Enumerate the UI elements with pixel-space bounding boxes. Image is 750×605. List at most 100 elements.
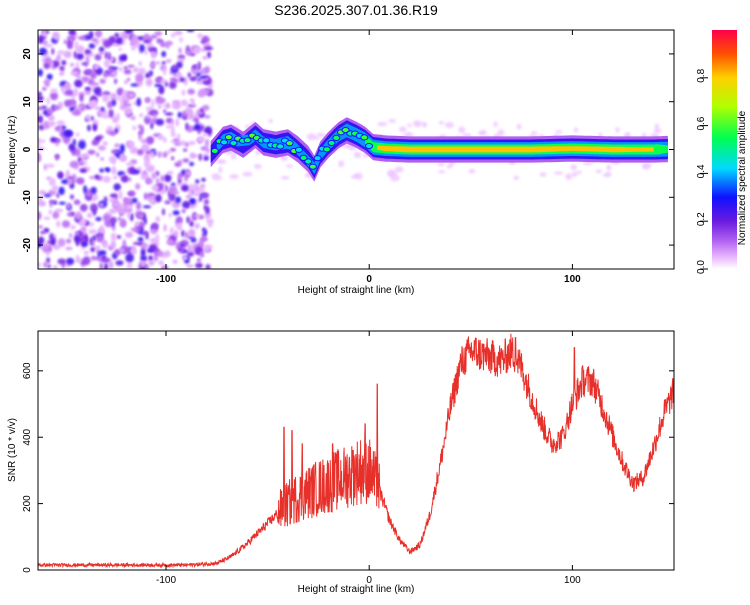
- noise-speckle: [148, 244, 158, 251]
- noise-speckle: [126, 77, 131, 82]
- noise-speckle: [204, 126, 213, 135]
- noise-speckle: [141, 143, 150, 152]
- noise-speckle: [147, 111, 155, 116]
- noise-speckle: [132, 125, 137, 131]
- noise-speckle: [120, 218, 125, 225]
- noise-speckle: [111, 99, 117, 107]
- noise-speckle: [155, 118, 165, 126]
- noise-speckle: [150, 200, 155, 205]
- halo-speckle: [313, 136, 320, 140]
- noise-speckle: [121, 90, 130, 100]
- noise-speckle: [42, 86, 47, 91]
- noise-speckle: [90, 116, 94, 121]
- noise-speckle: [182, 200, 191, 209]
- noise-speckle: [200, 185, 205, 193]
- noise-speckle: [94, 30, 103, 38]
- noise-speckle: [90, 246, 96, 253]
- noise-speckle: [75, 177, 85, 185]
- noise-speckle: [196, 257, 202, 263]
- noise-speckle: [43, 193, 52, 198]
- noise-speckle: [44, 56, 52, 64]
- noise-speckle: [75, 211, 82, 220]
- noise-speckle: [185, 49, 193, 56]
- noise-speckle: [50, 88, 58, 94]
- noise-speckle: [188, 187, 192, 196]
- noise-speckle: [140, 173, 149, 181]
- ridge-blob: [308, 163, 317, 170]
- noise-speckle: [56, 192, 60, 199]
- noise-speckle: [177, 159, 183, 165]
- noise-speckle: [202, 55, 208, 60]
- noise-speckle: [116, 37, 123, 42]
- noise-speckle: [190, 237, 197, 243]
- noise-speckle: [192, 185, 199, 192]
- noise-speckle: [155, 233, 160, 242]
- snr-x-ticks: -100 0 100: [156, 331, 581, 586]
- noise-speckle: [87, 212, 93, 219]
- noise-speckle: [203, 204, 208, 211]
- noise-speckle: [114, 32, 119, 38]
- ridge-blob: [229, 140, 238, 147]
- ridge-blob: [322, 146, 331, 153]
- noise-speckle: [187, 244, 191, 253]
- noise-speckle: [56, 50, 66, 55]
- noise-speckle: [150, 49, 157, 59]
- noise-speckle: [202, 104, 210, 111]
- noise-speckle: [80, 225, 87, 234]
- noise-speckle: [125, 253, 134, 263]
- noise-speckle: [102, 94, 110, 103]
- noise-speckle: [129, 213, 134, 222]
- noise-speckle: [162, 67, 167, 76]
- noise-speckle: [190, 154, 199, 158]
- noise-speckle: [38, 68, 43, 77]
- noise-speckle: [175, 72, 183, 79]
- noise-speckle: [98, 202, 105, 209]
- noise-speckle: [51, 185, 59, 192]
- noise-speckle: [93, 86, 102, 95]
- ridge-blob: [332, 134, 341, 141]
- noise-speckle: [111, 149, 120, 155]
- noise-speckle: [88, 229, 97, 235]
- noise-speckle: [182, 148, 188, 152]
- noise-speckle: [123, 103, 132, 107]
- noise-speckle: [164, 250, 171, 258]
- noise-speckle: [38, 262, 42, 268]
- noise-speckle: [158, 104, 162, 109]
- noise-speckle: [42, 40, 49, 45]
- noise-speckle: [69, 160, 79, 168]
- colorbar-tick-label: 0.2: [696, 212, 707, 226]
- noise-speckle: [94, 106, 101, 110]
- noise-speckle: [39, 230, 46, 235]
- noise-speckle: [70, 224, 76, 230]
- noise-speckle: [110, 208, 116, 213]
- spectrogram-y-ticks: -20 -10 0 10 20: [22, 48, 674, 252]
- noise-speckle: [203, 244, 211, 253]
- halo-speckle: [394, 166, 404, 173]
- halo-speckle: [438, 120, 444, 125]
- noise-speckle: [56, 220, 61, 228]
- halo-speckle: [555, 130, 563, 134]
- ridge-blob: [262, 137, 271, 144]
- noise-speckle: [78, 140, 86, 150]
- halo-speckle: [462, 133, 472, 138]
- noise-speckle: [178, 221, 182, 230]
- noise-speckle: [203, 198, 209, 205]
- noise-speckle: [144, 158, 151, 166]
- noise-speckle: [173, 230, 179, 237]
- noise-speckle: [145, 177, 153, 185]
- noise-speckle: [128, 141, 135, 148]
- x-tick-label: 100: [564, 575, 581, 586]
- noise-speckle: [129, 146, 138, 154]
- noise-speckle: [118, 190, 123, 200]
- noise-speckle: [81, 241, 88, 247]
- noise-speckle: [74, 40, 79, 50]
- noise-speckle: [67, 40, 73, 49]
- noise-speckle: [75, 75, 82, 79]
- noise-speckle: [173, 30, 183, 36]
- noise-speckle: [64, 83, 70, 89]
- noise-speckle: [181, 230, 185, 237]
- noise-speckle: [169, 148, 177, 152]
- noise-speckle: [166, 43, 170, 49]
- noise-speckle: [154, 83, 162, 88]
- noise-speckle: [127, 64, 135, 68]
